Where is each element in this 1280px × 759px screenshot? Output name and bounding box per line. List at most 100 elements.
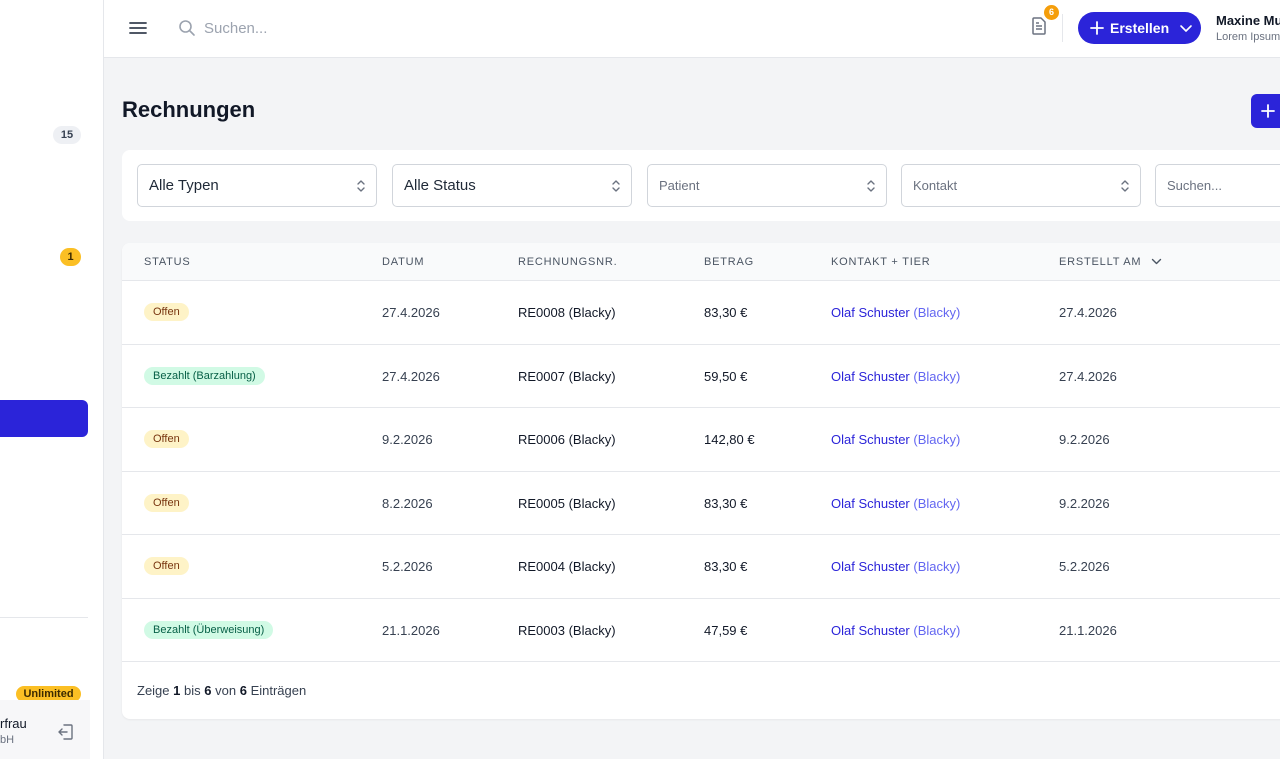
column-header-created[interactable]: Erstellt am [1059,256,1162,268]
column-header-created-label: Erstellt am [1059,256,1142,268]
contact-filter-select[interactable]: Kontakt [901,164,1141,207]
contact-filter-placeholder: Kontakt [913,178,958,193]
cell-date: 21.1.2026 [382,622,440,638]
user-name[interactable]: Maxine Mu [1216,13,1280,28]
cell-amount: 142,80 € [704,432,755,447]
column-header-date[interactable]: Datum [382,256,425,268]
top-bar: 6 Erstellen Maxine Mu Lorem Ipsum [104,0,1280,58]
contact-link[interactable]: Olaf Schuster (Blacky) [831,623,960,638]
table-row[interactable]: Offen 5.2.2026 RE0004 (Blacky) 83,30 € O… [122,535,1280,599]
sidebar-item-active[interactable] [0,400,88,437]
footer-to: 6 [204,683,212,698]
table-row[interactable]: Offen 27.4.2026 RE0008 (Blacky) 83,30 € … [122,281,1280,345]
table-row[interactable]: Offen 8.2.2026 RE0005 (Blacky) 83,30 € O… [122,472,1280,535]
footer-suffix: Einträgen [250,683,307,698]
create-button-label: Erstellen [1110,20,1170,36]
status-filter-value: Alle Status [404,177,476,194]
patient-filter-placeholder: Patient [659,178,700,193]
cell-created: 9.2.2026 [1059,432,1110,447]
contact-link[interactable]: Olaf Schuster (Blacky) [831,559,960,574]
contact-name: Olaf Schuster [831,622,910,638]
footer-mid2: von [215,683,237,698]
invoice-table: Status Datum Rechnungsnr. Betrag Kontakt… [122,243,1280,719]
contact-name: Olaf Schuster [831,559,910,574]
pet-name: (Blacky) [913,305,961,320]
table-header: Status Datum Rechnungsnr. Betrag Kontakt… [122,243,1280,281]
search-icon [179,20,195,36]
user-subtitle: Lorem Ipsum [1216,31,1280,43]
cell-date: 8.2.2026 [382,495,433,511]
cell-created: 5.2.2026 [1059,559,1110,574]
cell-created: 27.4.2026 [1059,305,1117,320]
type-filter-value: Alle Typen [149,177,219,194]
updown-icon [867,180,875,192]
status-badge: Offen [144,493,189,512]
chevron-down-icon [1180,25,1192,32]
footer-mid1: bis [184,683,201,698]
plus-icon [1261,104,1275,118]
status-filter-select[interactable]: Alle Status [392,164,632,207]
page-title: Rechnungen [122,97,256,122]
cell-date: 5.2.2026 [382,559,433,574]
updown-icon [612,180,620,192]
cell-created: 21.1.2026 [1059,622,1117,638]
contact-link[interactable]: Olaf Schuster (Blacky) [831,305,960,320]
status-badge: Bezahlt (Barzahlung) [144,366,265,385]
pet-name: (Blacky) [913,559,961,574]
contact-name: Olaf Schuster [831,432,910,447]
status-badge: Offen [144,557,189,575]
sidebar-user-company: bH [0,734,15,746]
sidebar-user-name: rfrau [0,716,27,731]
contact-link[interactable]: Olaf Schuster (Blacky) [831,369,960,384]
column-header-status[interactable]: Status [144,256,191,268]
cell-date: 9.2.2026 [382,432,433,447]
cell-created: 9.2.2026 [1059,495,1110,511]
cell-amount: 59,50 € [704,368,748,384]
create-button[interactable]: Erstellen [1078,12,1201,44]
sidebar-alert-badge: 1 [60,248,81,266]
cell-invoice-number: RE0005 (Blacky) [518,495,616,511]
plan-badge: Unlimited [16,686,81,702]
cell-created: 27.4.2026 [1059,368,1117,384]
logout-icon[interactable] [57,723,75,741]
global-search-input[interactable] [204,14,504,42]
contact-name: Olaf Schuster [831,368,910,384]
table-search-input[interactable] [1155,164,1280,207]
plus-icon [1090,21,1104,35]
cell-amount: 83,30 € [704,559,748,574]
add-invoice-button[interactable] [1251,94,1280,128]
table-row[interactable]: Offen 9.2.2026 RE0006 (Blacky) 142,80 € … [122,408,1280,472]
contact-name: Olaf Schuster [831,495,910,511]
pet-name: (Blacky) [913,495,961,511]
sidebar-user-card: rfrau bH [0,700,90,759]
filter-bar: Alle Typen Alle Status Patient Kontakt [122,150,1280,221]
pet-name: (Blacky) [913,622,961,638]
table-row[interactable]: Bezahlt (Überweisung) 21.1.2026 RE0003 (… [122,599,1280,662]
chevron-down-icon [1152,258,1162,264]
sidebar: 15 1 Unlimited rfrau bH [0,0,104,759]
header-divider [1062,14,1063,42]
contact-link[interactable]: Olaf Schuster (Blacky) [831,496,960,511]
cell-amount: 47,59 € [704,622,748,638]
updown-icon [1121,180,1129,192]
menu-icon[interactable] [128,19,148,37]
footer-prefix: Zeige [137,683,170,698]
pet-name: (Blacky) [913,368,961,384]
cell-invoice-number: RE0006 (Blacky) [518,432,616,447]
column-header-invoice-number[interactable]: Rechnungsnr. [518,256,618,268]
column-header-contact[interactable]: Kontakt + Tier [831,256,931,268]
sidebar-count-badge: 15 [53,126,81,144]
contact-link[interactable]: Olaf Schuster (Blacky) [831,432,960,447]
status-badge: Offen [144,430,189,448]
table-row[interactable]: Bezahlt (Barzahlung) 27.4.2026 RE0007 (B… [122,345,1280,408]
document-icon[interactable] [1030,16,1048,36]
column-header-amount[interactable]: Betrag [704,256,755,268]
cell-invoice-number: RE0004 (Blacky) [518,559,616,574]
cell-date: 27.4.2026 [382,305,440,320]
notification-count-badge: 6 [1044,5,1059,20]
pet-name: (Blacky) [913,432,961,447]
footer-total: 6 [239,683,247,698]
table-footer-summary: Zeige 1 bis 6 von 6 Einträgen [137,683,306,698]
type-filter-select[interactable]: Alle Typen [137,164,377,207]
patient-filter-select[interactable]: Patient [647,164,887,207]
